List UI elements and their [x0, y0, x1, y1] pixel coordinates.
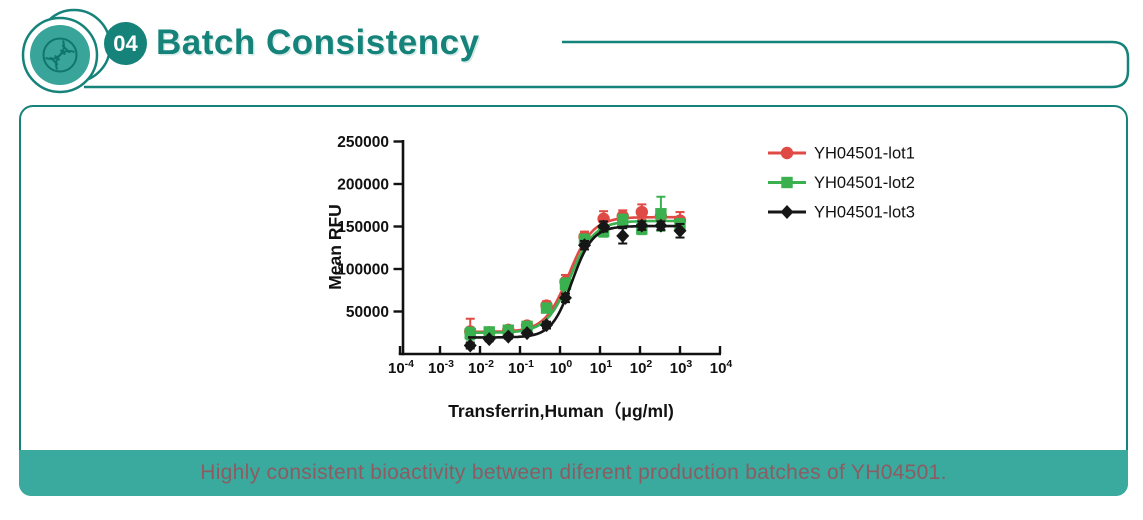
brand-logo: [21, 8, 112, 94]
conclusion-text: Highly consistent bioactivity between di…: [200, 461, 947, 484]
dna-icon: [42, 37, 78, 73]
page-title: Batch Consistency: [156, 23, 480, 62]
conclusion-banner: Highly consistent bioactivity between di…: [19, 450, 1128, 496]
content-box: [19, 105, 1128, 496]
header-art: [21, 8, 1130, 94]
section-number-badge: 04: [104, 22, 147, 65]
header-underline: [84, 40, 1130, 89]
